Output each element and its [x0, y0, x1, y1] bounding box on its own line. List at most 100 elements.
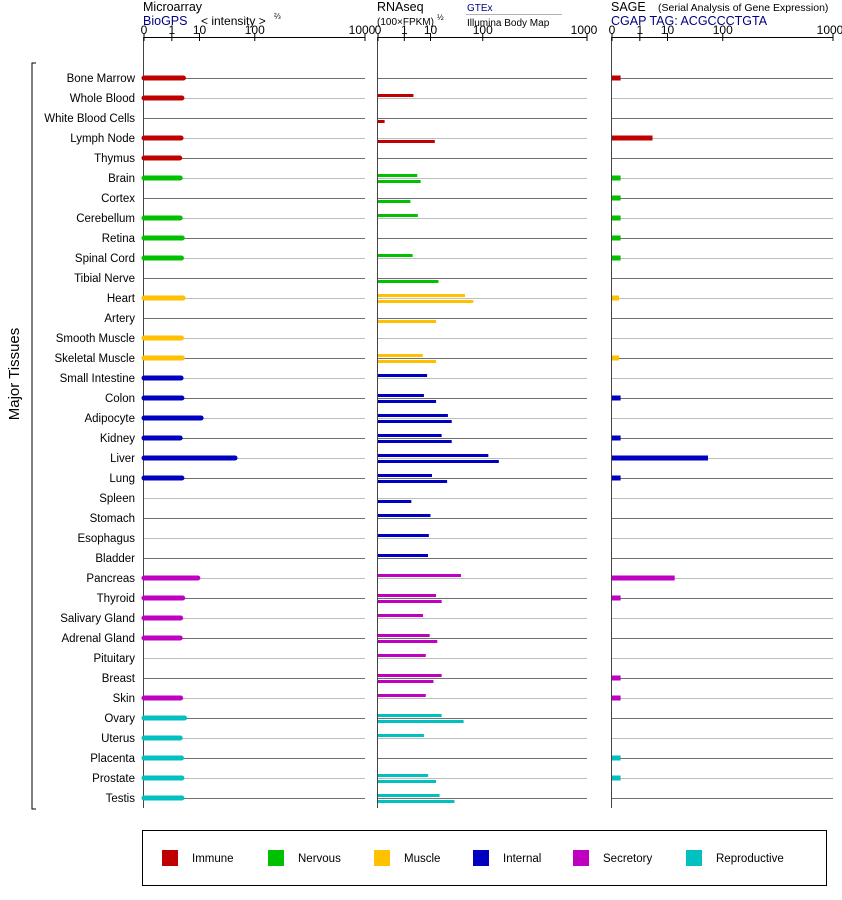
- bar-sage: [612, 455, 708, 461]
- tissue-label: Liver: [110, 453, 135, 465]
- tissue-label: Cortex: [101, 193, 135, 205]
- panel-title-sage: SAGE: [611, 0, 646, 14]
- legend-label-secretory: Secretory: [603, 853, 652, 865]
- tissue-label: Uterus: [101, 733, 135, 745]
- panel-tag-sage: CGAP TAG: ACGCCCTGTA: [611, 14, 768, 28]
- bar-rnaseq-gtex: [378, 594, 437, 597]
- tissue-label: Spleen: [99, 493, 135, 505]
- bar-rnaseq-gtex: [378, 294, 466, 297]
- tick-label-sage-10: 10: [661, 23, 675, 37]
- tissue-label: Salivary Gland: [60, 613, 135, 625]
- tissue-label: Lung: [109, 473, 135, 485]
- bar-sage: [612, 295, 619, 301]
- tissue-labels: Bone Marrow Whole Blood White Blood Cells L…: [44, 73, 136, 805]
- tick-label-sage-0: 0: [609, 23, 616, 37]
- legend-label-muscle: Muscle: [404, 853, 440, 865]
- bar-rnaseq-ibm: [378, 500, 412, 503]
- bar-rnaseq-ibm: [378, 600, 442, 603]
- bar-sage: [612, 195, 621, 201]
- bar-rnaseq-gtex: [378, 354, 423, 357]
- tissue-label: Spinal Cord: [75, 253, 135, 265]
- bar-rnaseq-gtex: [378, 794, 440, 797]
- legend-label-immune: Immune: [192, 853, 234, 865]
- panel-source-biogps: BioGPS: [143, 14, 187, 28]
- tissue-label: Heart: [107, 293, 136, 305]
- bar-rnaseq-gtex: [378, 454, 489, 457]
- bar-rnaseq-gtex: [378, 654, 426, 657]
- bar-rnaseq-gtex: [378, 514, 431, 517]
- tissue-label: Adipocyte: [84, 413, 135, 425]
- bar-rnaseq-ibm: [378, 120, 385, 123]
- bar-rnaseq-gtex: [378, 214, 418, 217]
- legend-label-reproductive: Reproductive: [716, 853, 784, 865]
- bar-sage: [612, 235, 621, 241]
- major-tissues-bracket: Major Tissues: [6, 62, 36, 810]
- legend-source-illumina: Illumina Body Map: [467, 18, 550, 29]
- tissue-label: Skin: [113, 693, 135, 705]
- bar-sage: [612, 355, 619, 361]
- bar-rnaseq-ibm: [378, 800, 455, 803]
- bar-rnaseq-ibm: [378, 280, 439, 283]
- legend-swatch-internal: [473, 850, 489, 866]
- tissue-label: Kidney: [100, 433, 135, 445]
- tick-label-rnaseq-0: 0: [375, 23, 382, 37]
- bar-rnaseq-ibm: [378, 460, 499, 463]
- bar-rnaseq-ibm: [378, 420, 452, 423]
- bar-rnaseq-gtex: [378, 694, 426, 697]
- bar-sage: [612, 215, 621, 221]
- legend-swatch-immune: [162, 850, 178, 866]
- tick-label-rnaseq-1: 1: [401, 23, 408, 37]
- bar-sage: [612, 695, 621, 701]
- tissue-label: Whole Blood: [70, 93, 135, 105]
- tick-label-microarray-1: 1: [168, 23, 175, 37]
- bar-rnaseq-gtex: [378, 434, 442, 437]
- panel-subtitle-sage: (Serial Analysis of Gene Expression): [658, 2, 828, 14]
- bar-rnaseq-gtex: [378, 474, 433, 477]
- tissue-label: Placenta: [90, 753, 135, 765]
- bar-rnaseq-gtex: [378, 174, 418, 177]
- bar-sage: [612, 395, 621, 401]
- bar-rnaseq-gtex: [378, 634, 430, 637]
- legend-swatch-secretory: [573, 850, 589, 866]
- bar-rnaseq-gtex: [378, 674, 442, 677]
- bar-sage: [612, 435, 621, 441]
- tick-label-sage-1000: 1000: [817, 23, 842, 37]
- bar-rnaseq-ibm: [378, 200, 411, 203]
- tick-label-microarray-100: 100: [245, 23, 265, 37]
- tissue-label: Bone Marrow: [67, 73, 136, 85]
- tissue-label: Pituitary: [93, 653, 135, 665]
- bar-rnaseq-gtex: [378, 614, 424, 617]
- tissue-label: Tibial Nerve: [74, 273, 135, 285]
- tissue-label: Testis: [106, 793, 136, 805]
- tissue-label: Artery: [104, 313, 135, 325]
- bracket-line: [31, 62, 36, 810]
- panel-title-microarray: Microarray: [143, 0, 203, 14]
- bar-sage: [612, 255, 621, 261]
- legend-source-gtex: GTEx: [467, 3, 493, 14]
- bar-rnaseq-gtex: [378, 534, 429, 537]
- legend-label-nervous: Nervous: [298, 853, 341, 865]
- tissue-label: Breast: [102, 673, 136, 685]
- legend-box: [142, 830, 827, 886]
- tissue-label: Esophagus: [77, 533, 135, 545]
- bar-rnaseq-ibm: [378, 480, 448, 483]
- tissue-label: Retina: [102, 233, 136, 245]
- legend-swatch-muscle: [374, 850, 390, 866]
- bar-rnaseq-ibm: [378, 680, 434, 683]
- tissue-label: Skeletal Muscle: [54, 353, 135, 365]
- bar-sage: [612, 755, 621, 761]
- bar-rnaseq-ibm: [378, 400, 437, 403]
- tissue-label: Prostate: [92, 773, 135, 785]
- tissue-label: Lymph Node: [70, 133, 135, 145]
- tick-label-rnaseq-10: 10: [424, 23, 438, 37]
- grid-layer: [144, 78, 833, 799]
- bar-rnaseq-gtex: [378, 774, 429, 777]
- bar-rnaseq-gtex: [378, 374, 428, 377]
- tick-label-microarray-1000: 1000: [349, 23, 376, 37]
- tick-label-sage-1: 1: [636, 23, 643, 37]
- bar-rnaseq-gtex: [378, 414, 448, 417]
- tissue-label: Adrenal Gland: [61, 633, 135, 645]
- bar-rnaseq-gtex: [378, 734, 424, 737]
- tissue-label: Small Intestine: [60, 373, 135, 385]
